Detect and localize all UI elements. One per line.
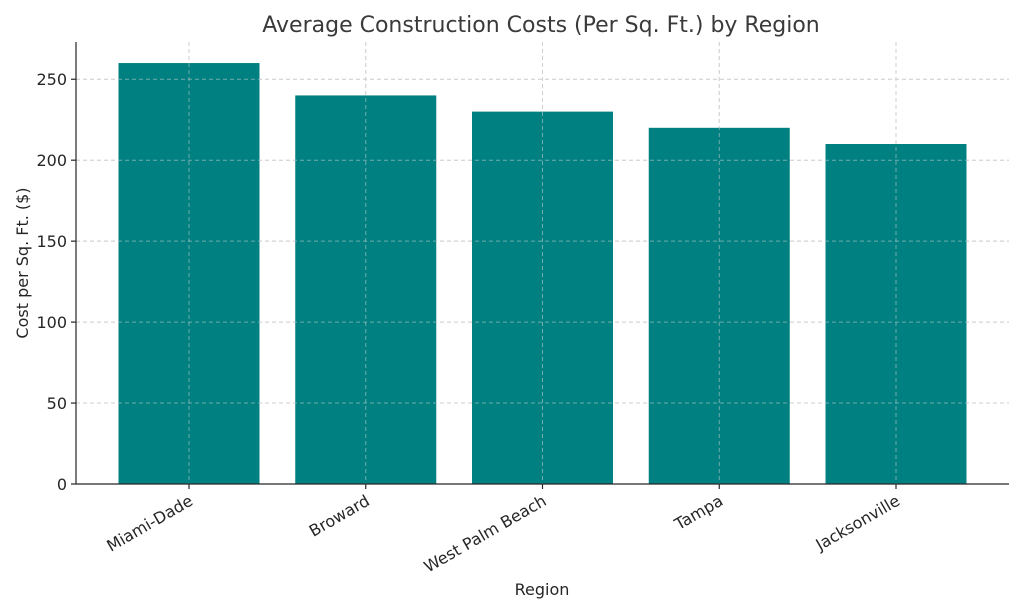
y-axis-label: Cost per Sq. Ft. ($) <box>13 187 32 338</box>
x-axis-label: Region <box>515 580 570 599</box>
y-ticks: 0 50 100 150 200 250 <box>36 70 76 494</box>
bar <box>648 127 790 485</box>
chart-title: Average Construction Costs (Per Sq. Ft.)… <box>262 13 819 38</box>
x-ticks: Miami-Dade Broward West Palm Beach Tampa Jac… <box>103 484 903 576</box>
y-tick-label: 200 <box>36 151 67 170</box>
y-tick-label: 0 <box>57 475 67 494</box>
x-tick-label: Broward <box>306 491 373 541</box>
y-tick-label: 100 <box>36 313 67 332</box>
x-tick-label: West Palm Beach <box>421 491 550 576</box>
x-tick-label: Jacksonville <box>812 491 903 555</box>
y-tick-label: 250 <box>36 70 67 89</box>
x-tick-label: Miami-Dade <box>103 491 196 555</box>
y-tick-label: 150 <box>36 232 67 251</box>
x-tick-label: Tampa <box>670 491 726 534</box>
y-tick-label: 50 <box>47 394 67 413</box>
bar <box>825 144 967 484</box>
